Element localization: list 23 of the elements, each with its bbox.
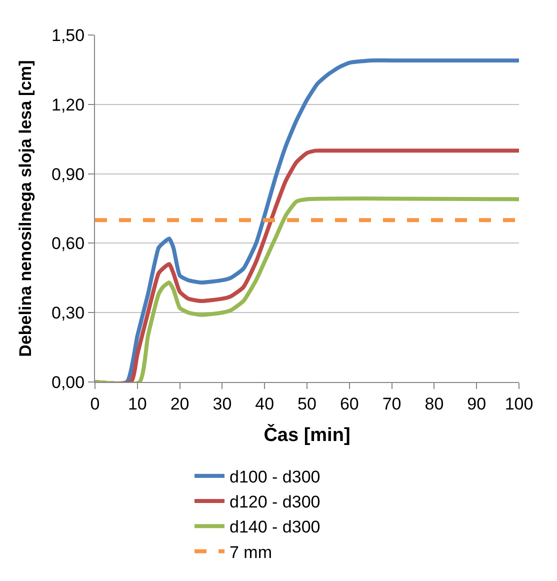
legend-label: d120 - d300 [230, 492, 320, 512]
legend-label: d100 - d300 [230, 468, 320, 487]
x-tick-label: 40 [255, 394, 274, 414]
x-tick-label: 10 [128, 394, 147, 414]
y-tick-label: 0,90 [52, 164, 85, 184]
y-axis-title: Debelina nenosilnega sloja lesa [cm] [16, 60, 36, 357]
x-tick-label: 30 [212, 394, 232, 414]
x-axis-title: Čas [min] [264, 423, 350, 446]
x-tick-label: 100 [504, 394, 534, 414]
y-tick-label: 0,30 [52, 304, 85, 323]
legend-label: 7 mm [230, 542, 272, 562]
y-tick-label: 1,50 [52, 26, 85, 45]
x-tick-label: 70 [382, 394, 402, 414]
x-tick-label: 20 [170, 394, 190, 414]
x-tick-label: 0 [90, 394, 100, 414]
y-tick-label: 0,60 [52, 234, 85, 254]
x-tick-label: 90 [467, 394, 486, 414]
y-tick-label: 1,20 [52, 95, 85, 114]
legend-label: d140 - d300 [230, 518, 320, 537]
y-tick-label: 0,00 [52, 372, 85, 392]
x-tick-label: 50 [298, 394, 316, 414]
x-tick-label: 60 [340, 394, 359, 414]
x-tick-label: 80 [424, 394, 444, 414]
